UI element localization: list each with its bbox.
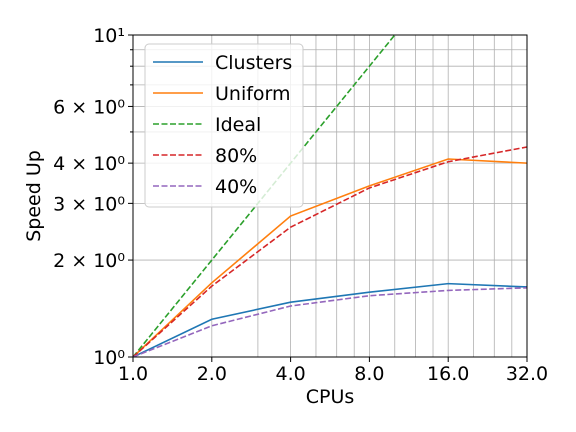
x-tick-label: 16.0 — [427, 363, 469, 385]
series-line — [133, 282, 527, 357]
plot-lines — [133, 35, 527, 357]
y-tick-label: 2 × 10⁰ — [53, 250, 125, 272]
y-tick-label: 10¹ — [93, 25, 125, 47]
y-tick-label: 10⁰ — [93, 347, 125, 369]
plot-frame — [132, 34, 528, 358]
x-tick-label: 4.0 — [275, 363, 305, 385]
legend-label: Clusters — [215, 52, 292, 74]
x-tick-label: 32.0 — [506, 363, 548, 385]
series-line — [133, 146, 527, 357]
legend-label: 40% — [215, 176, 257, 198]
series-line — [133, 158, 527, 357]
legend-label: 80% — [215, 145, 257, 167]
x-tick-label: 2.0 — [197, 363, 227, 385]
y-tick-label: 3 × 10⁰ — [53, 193, 125, 215]
x-axis-label: CPUs — [306, 386, 355, 408]
legend-label: Uniform — [215, 83, 291, 105]
series-line — [133, 35, 396, 357]
series-line — [133, 287, 527, 357]
legend-box — [144, 43, 304, 208]
legend-label: Ideal — [215, 114, 261, 136]
y-axis-label: Speed Up — [23, 150, 45, 242]
y-tick-label: 4 × 10⁰ — [53, 153, 125, 175]
x-tick-label: 1.0 — [118, 363, 148, 385]
y-tick-label: 6 × 10⁰ — [53, 96, 125, 118]
x-tick-label: 8.0 — [354, 363, 384, 385]
